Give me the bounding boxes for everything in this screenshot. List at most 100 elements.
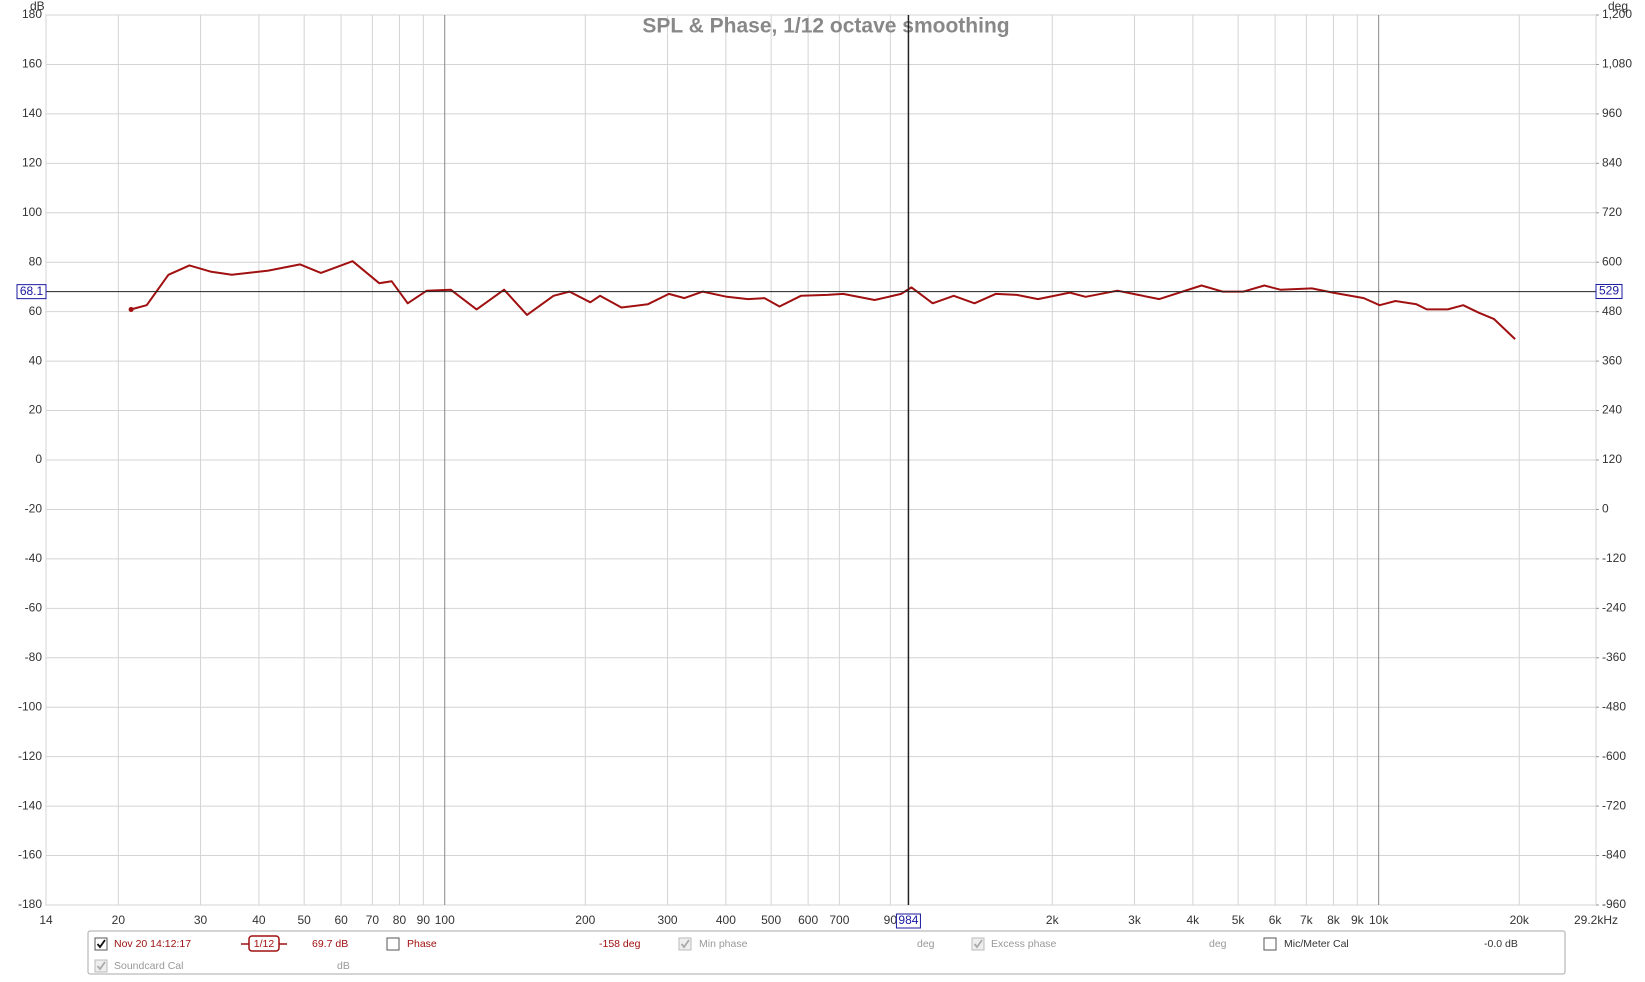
- y2-tick-label: 240: [1602, 403, 1622, 417]
- y2-tick-label: 360: [1602, 353, 1622, 367]
- cursor-y-label: 68.1: [20, 284, 44, 298]
- x-tick-label: 70: [366, 913, 380, 927]
- x-tick-label: 60: [334, 913, 348, 927]
- x-tick-label: 7k: [1300, 913, 1314, 927]
- y-tick-label: -120: [18, 749, 42, 763]
- y-tick-label: -80: [25, 650, 43, 664]
- y2-tick-label: -840: [1602, 848, 1626, 862]
- grid: [45, 14, 1597, 906]
- chart-title: SPL & Phase, 1/12 octave smoothing: [642, 15, 1009, 38]
- x-tick-label: 90: [417, 913, 431, 927]
- y2-tick-label: -720: [1602, 798, 1626, 812]
- smoothing: 1/12: [254, 938, 275, 950]
- y2-tick-label: 480: [1602, 304, 1622, 318]
- y-tick-label: 160: [22, 57, 42, 71]
- excess-phase-label: Excess phase: [991, 938, 1057, 950]
- cursor-y2-label-box: [1595, 283, 1623, 299]
- y-tick-label: -20: [25, 502, 43, 516]
- y-tick-label: 120: [22, 156, 42, 170]
- cursor-x-label-box: [895, 913, 921, 929]
- y-tick-label: 80: [29, 254, 43, 268]
- y2-tick-label: -960: [1602, 897, 1626, 911]
- x-tick-label: 4k: [1187, 913, 1201, 927]
- soundcard-cal-label: Soundcard Cal: [114, 960, 183, 972]
- y-tick-label: 60: [29, 304, 43, 318]
- phase-checkbox[interactable]: [386, 937, 400, 951]
- spl-checkbox[interactable]: [94, 937, 108, 951]
- y-tick-label: -180: [18, 897, 42, 911]
- cursor-y2-label: 529: [1599, 284, 1619, 298]
- x-tick-label: 40: [252, 913, 266, 927]
- legend-panel: Nov 20 14:12:17 1/12 69.7 dB Phase -158 …: [87, 930, 1566, 975]
- y-tick-label: 0: [35, 452, 42, 466]
- soundcard-cal-checkbox-tick: [96, 961, 106, 971]
- x-tick-label: 50: [297, 913, 311, 927]
- x-tick-label: 90: [884, 913, 898, 927]
- min-phase-label: Min phase: [699, 938, 748, 950]
- y2-tick-label: 840: [1602, 156, 1622, 170]
- y-tick-label: -160: [18, 848, 42, 862]
- y-tick-label: -100: [18, 699, 42, 713]
- y2-tick-label: 0: [1602, 502, 1609, 516]
- x-tick-label: 500: [761, 913, 781, 927]
- panel-frame: [87, 930, 1566, 975]
- phase-label: Phase: [407, 938, 437, 950]
- y2-tick-label: 120: [1602, 452, 1622, 466]
- mic-cal-value: -0.0 dB: [1484, 938, 1518, 950]
- x-tick-label: 9k: [1351, 913, 1365, 927]
- y2-tick-label: 1,200: [1602, 7, 1632, 21]
- y2-tick-label: 960: [1602, 106, 1622, 120]
- y2-tick-label: 1,080: [1602, 57, 1632, 71]
- series-name: Nov 20 14:12:17: [114, 938, 191, 950]
- excess-phase-value: deg: [1209, 938, 1227, 950]
- y-tick-label: -40: [25, 551, 43, 565]
- y-tick-label: 100: [22, 205, 42, 219]
- x-tick-label: 400: [716, 913, 736, 927]
- x-tick-label: 20k: [1510, 913, 1530, 927]
- mic-cal-checkbox[interactable]: [1263, 937, 1277, 951]
- y2-tick-label: -120: [1602, 551, 1626, 565]
- x-tick-label: 6k: [1269, 913, 1283, 927]
- y2-tick-label: -600: [1602, 749, 1626, 763]
- min-phase-checkbox: [678, 937, 692, 951]
- x-tick-label: 100: [435, 913, 455, 927]
- x-tick-label: 700: [829, 913, 849, 927]
- y2-tick-label: 720: [1602, 205, 1622, 219]
- level: 69.7 dB: [312, 938, 348, 950]
- x-tick-label: 2k: [1046, 913, 1060, 927]
- cursor-x-label: 984: [898, 913, 918, 927]
- cursor-y-label-box: [16, 284, 47, 300]
- excess-phase-checkbox: [971, 937, 985, 951]
- y2-tick-label: -360: [1602, 650, 1626, 664]
- y-tick-label: 180: [22, 7, 42, 21]
- y2-tick-label: 600: [1602, 254, 1622, 268]
- excess-phase-checkbox-tick: [973, 939, 983, 949]
- soundcard-cal-value: dB: [337, 960, 350, 972]
- phase-value: -158 deg: [599, 938, 641, 950]
- x-tick-label: 600: [798, 913, 818, 927]
- min-phase-checkbox-tick: [680, 939, 690, 949]
- spl-line: [130, 260, 1516, 340]
- y-tick-label: -140: [18, 798, 42, 812]
- x-tick-label: 3k: [1128, 913, 1142, 927]
- x-tick-label: 10k: [1369, 913, 1389, 927]
- min-phase-value: deg: [917, 938, 935, 950]
- x-tick-label: 80: [393, 913, 407, 927]
- x-tick-label: 5k: [1232, 913, 1246, 927]
- mic-cal-label: Mic/Meter Cal: [1284, 938, 1349, 950]
- x-tick-label: 29.2kHz: [1574, 913, 1618, 927]
- x-tick-label: 300: [658, 913, 678, 927]
- x-tick-label: 20: [112, 913, 126, 927]
- y2-axis-label: deg: [1608, 0, 1628, 13]
- y-tick-label: 20: [29, 403, 43, 417]
- x-tick-label: 14: [39, 913, 53, 927]
- soundcard-cal-checkbox: [94, 959, 108, 973]
- x-tick-label: 200: [575, 913, 595, 927]
- x-tick-label: 8k: [1327, 913, 1341, 927]
- y-axis-label: dB: [30, 0, 45, 13]
- spl-checkbox-tick: [96, 939, 106, 949]
- y2-tick-label: -480: [1602, 699, 1626, 713]
- y2-tick-label: -240: [1602, 601, 1626, 615]
